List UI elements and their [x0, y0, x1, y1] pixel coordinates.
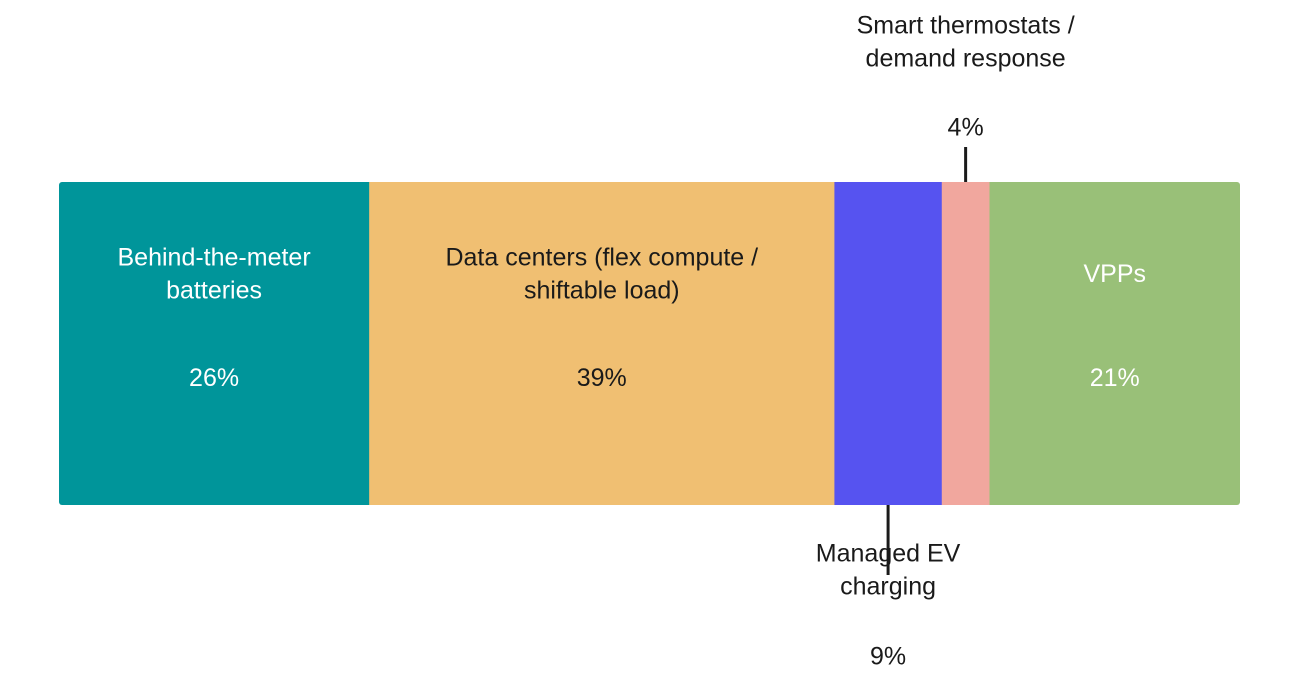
bar-segment-data-centers-flex-compute-shiftable-load: [369, 182, 835, 505]
segment-label-managed-ev-charging: charging: [840, 573, 936, 601]
segment-label-data-centers-flex-compute-shiftable-load: shiftable load): [524, 277, 680, 305]
segment-label-behind-the-meter-batteries: batteries: [166, 277, 262, 305]
value-label-vpps: 21%: [1090, 364, 1140, 392]
bar-segment-behind-the-meter-batteries: [59, 182, 370, 505]
leader-lines: [886, 147, 968, 575]
bar-segment-vpps: [989, 182, 1240, 505]
value-label-behind-the-meter-batteries: 26%: [189, 364, 239, 392]
segment-label-managed-ev-charging: Managed EV: [816, 540, 961, 568]
value-label-smart-thermostats-demand-response: 4%: [948, 114, 984, 142]
segment-label-behind-the-meter-batteries: Behind-the-meter: [118, 244, 311, 272]
bar-group: [59, 182, 1240, 505]
segment-label-smart-thermostats-demand-response: demand response: [866, 45, 1066, 73]
segment-label-data-centers-flex-compute-shiftable-load: Data centers (flex compute /: [445, 244, 758, 272]
bar-segment-managed-ev-charging: [834, 182, 943, 505]
value-label-data-centers-flex-compute-shiftable-load: 39%: [577, 364, 627, 392]
value-label-managed-ev-charging: 9%: [870, 643, 906, 671]
segment-label-vpps: VPPs: [1083, 260, 1146, 288]
segment-label-smart-thermostats-demand-response: Smart thermostats /: [857, 12, 1075, 40]
label-group: Behind-the-meter batteries 26% Data centers…: [118, 12, 1147, 671]
bar-segment-smart-thermostats-demand-response: [941, 182, 990, 505]
